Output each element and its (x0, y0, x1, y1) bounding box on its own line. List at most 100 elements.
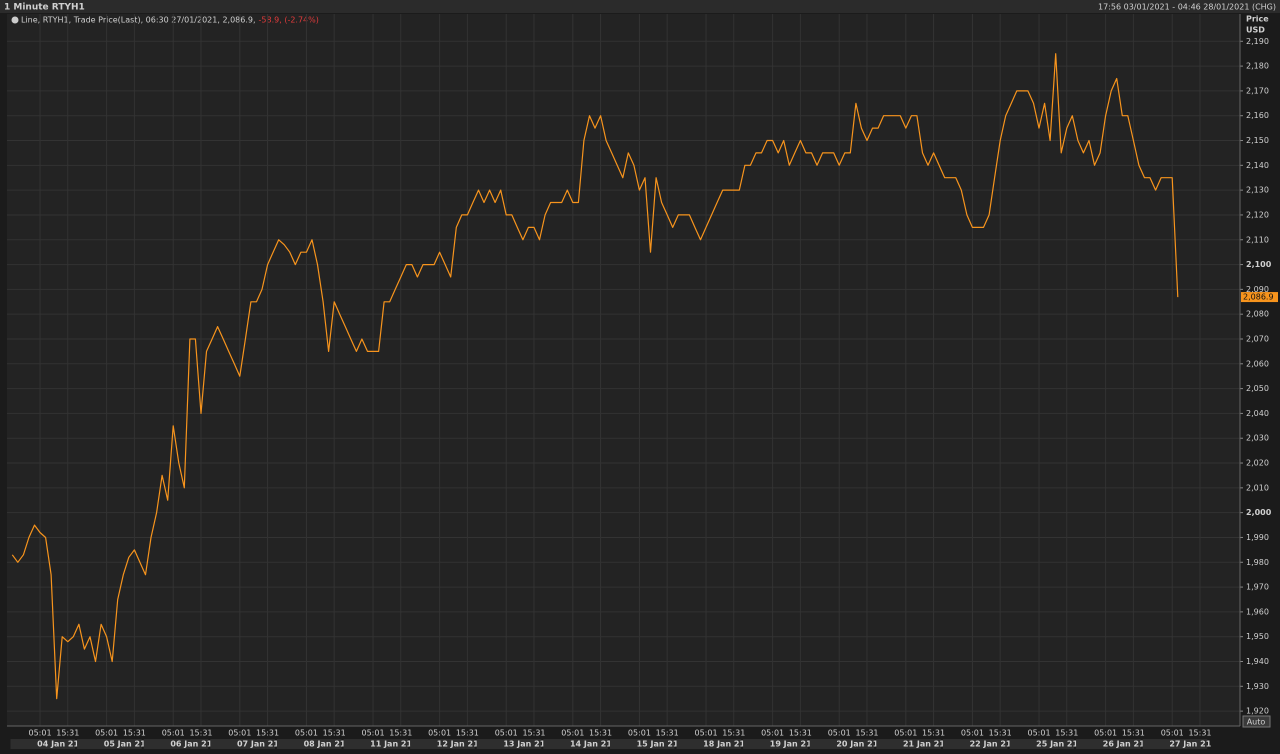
date-band (743, 739, 808, 749)
auto-button[interactable] (1242, 715, 1271, 728)
chart-title: 1 Minute RTYH1 (4, 3, 85, 13)
y-tick-label: 2,190 (1246, 37, 1269, 46)
x-tick-label: 05:01 (228, 729, 251, 738)
date-band (609, 739, 675, 749)
date-label: 07 Jan 21 (237, 740, 279, 749)
date-band (543, 739, 608, 749)
y-tick-label: 2,110 (1246, 235, 1269, 244)
date-label: 21 Jan 21 (903, 740, 945, 749)
x-tick-label: 15:31 (1122, 729, 1145, 738)
date-label: 20 Jan 21 (836, 740, 878, 749)
date-band (1142, 739, 1208, 749)
x-tick-label: 15:31 (855, 729, 878, 738)
date-label: 15 Jan 21 (637, 740, 679, 749)
date-band (410, 739, 475, 749)
y-tick-label: 1,950 (1246, 632, 1269, 641)
x-tick-label: 05:01 (961, 729, 984, 738)
y-tick-label: 1,970 (1246, 583, 1269, 592)
date-label: 06 Jan 21 (170, 740, 212, 749)
x-tick-label: 15:31 (456, 729, 479, 738)
last-price-label: 2,086.9 (1243, 293, 1274, 302)
x-tick-label: 15:31 (323, 729, 346, 738)
x-tick-label: 05:01 (894, 729, 917, 738)
date-band (77, 739, 142, 749)
x-tick-label: 05:01 (1161, 729, 1184, 738)
date-label: 14 Jan 21 (570, 740, 612, 749)
y-axis-label: Price (1246, 15, 1269, 24)
x-tick-label: 05:01 (828, 729, 851, 738)
grid (7, 14, 1240, 726)
date-label: 11 Jan 21 (370, 740, 412, 749)
date-band (143, 739, 209, 749)
x-tick-label: 15:31 (389, 729, 412, 738)
date-band (1009, 739, 1075, 749)
date-range: 17:56 03/01/2021 - 04:46 28/01/2021 (CHG… (1098, 3, 1276, 12)
x-tick-label: 05:01 (561, 729, 584, 738)
y-tick-label: 2,030 (1246, 434, 1269, 443)
x-tick-label: 15:31 (522, 729, 545, 738)
y-tick-label: 2,160 (1246, 111, 1269, 120)
x-tick-label: 05:01 (761, 729, 784, 738)
y-tick-label: 2,150 (1246, 136, 1269, 145)
x-tick-label: 05:01 (295, 729, 318, 738)
y-tick-label: 2,010 (1246, 483, 1269, 492)
y-tick-label: 1,980 (1246, 558, 1269, 567)
x-tick-label: 15:31 (589, 729, 612, 738)
x-tick-label: 05:01 (428, 729, 451, 738)
x-tick-label: 05:01 (628, 729, 651, 738)
y-tick-label: 2,090 (1246, 285, 1269, 294)
x-tick-label: 15:31 (1188, 729, 1211, 738)
x-tick-label: 15:31 (922, 729, 945, 738)
date-label: 26 Jan 21 (1103, 740, 1145, 749)
date-label: 25 Jan 21 (1036, 740, 1078, 749)
x-tick-label: 15:31 (1055, 729, 1078, 738)
x-tick-label: 05:01 (1094, 729, 1117, 738)
y-tick-label: 2,140 (1246, 161, 1269, 170)
y-tick-label: 2,060 (1246, 359, 1269, 368)
y-axis-unit: USD (1246, 26, 1265, 35)
x-tick-label: 05:01 (28, 729, 51, 738)
date-band (876, 739, 941, 749)
x-tick-label: 05:01 (694, 729, 717, 738)
date-label: 18 Jan 21 (703, 740, 745, 749)
date-band (942, 739, 1008, 749)
y-tick-label: 1,930 (1246, 682, 1269, 691)
y-tick-label: 2,050 (1246, 384, 1269, 393)
plot-area (7, 14, 1240, 726)
y-tick-label: 2,070 (1246, 334, 1269, 343)
date-label: 22 Jan 21 (970, 740, 1012, 749)
x-tick-label: 05:01 (361, 729, 384, 738)
date-band (1076, 739, 1141, 749)
y-tick-label: 1,960 (1246, 607, 1269, 616)
x-tick-label: 15:31 (989, 729, 1012, 738)
top-bar (0, 0, 1280, 13)
legend-icon[interactable] (11, 16, 19, 24)
y-tick-label: 2,120 (1246, 210, 1269, 219)
date-label: 19 Jan 21 (770, 740, 812, 749)
date-label: 27 Jan 21 (1169, 740, 1211, 749)
date-band (476, 739, 542, 749)
y-tick-label: 1,920 (1246, 707, 1269, 716)
date-band (343, 739, 409, 749)
x-tick-label: 15:31 (789, 729, 812, 738)
y-tick-label: 2,080 (1246, 310, 1269, 319)
date-label: 04 Jan 21 (37, 740, 79, 749)
x-tick-label: 05:01 (1027, 729, 1050, 738)
x-tick-label: 15:31 (656, 729, 679, 738)
date-band (10, 739, 76, 749)
x-tick-label: 05:01 (495, 729, 518, 738)
date-label: 05 Jan 21 (104, 740, 146, 749)
x-tick-label: 15:31 (256, 729, 279, 738)
x-tick-label: 15:31 (189, 729, 212, 738)
x-tick-label: 05:01 (95, 729, 118, 738)
date-band (676, 739, 742, 749)
last-price-tag (1241, 292, 1278, 303)
y-tick-label: 2,170 (1246, 86, 1269, 95)
y-tick-label: 2,180 (1246, 62, 1269, 71)
y-tick-label: 2,040 (1246, 409, 1269, 418)
date-band (809, 739, 875, 749)
legend-change: -58.9, (-2.74%) (259, 16, 319, 25)
auto-button-label[interactable]: Auto (1247, 718, 1266, 727)
date-band (210, 739, 275, 749)
